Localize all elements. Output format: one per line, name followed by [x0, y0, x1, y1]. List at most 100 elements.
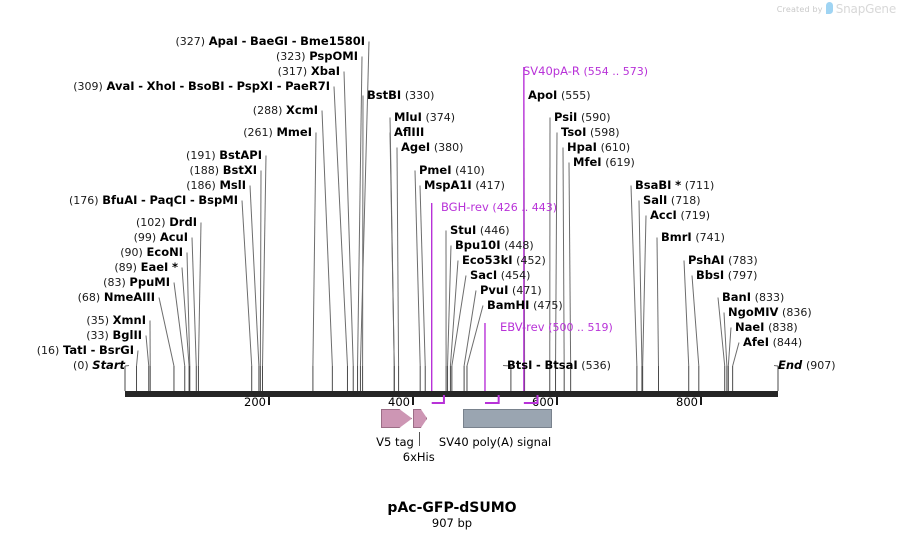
site-name: EcoNI	[146, 245, 183, 259]
site-name: MmeI	[276, 125, 312, 139]
primer-label[interactable]: SV40pA-R (554 .. 573)	[523, 65, 648, 79]
site-name: BsoBI	[187, 79, 225, 93]
restriction-site-label[interactable]: NaeI (838)	[735, 321, 798, 335]
restriction-site-label[interactable]: BanI (833)	[722, 291, 784, 305]
restriction-site-label[interactable]: BamHI (475)	[487, 299, 563, 313]
restriction-site-label[interactable]: (191) BstAPI	[186, 148, 262, 163]
restriction-site-label[interactable]: MspA1I (417)	[424, 178, 505, 193]
site-position: (475)	[533, 299, 563, 312]
site-name: PpuMI	[129, 275, 170, 289]
restriction-site-label[interactable]: (102) DrdI	[136, 216, 197, 230]
leader-line	[451, 275, 467, 367]
site-name: BtsI	[507, 358, 533, 372]
leader-line	[419, 185, 426, 367]
restriction-site-label[interactable]: (261) MmeI	[243, 125, 312, 140]
ruler-tick-label: 400	[388, 395, 410, 409]
restriction-site-label[interactable]: AccI (719)	[650, 209, 710, 223]
restriction-site-label[interactable]: AflIII	[394, 126, 424, 139]
restriction-site-label[interactable]: (90) EcoNI	[120, 245, 183, 260]
primer-name: EBV-rev	[500, 320, 545, 334]
site-position: (186)	[186, 179, 216, 192]
restriction-site-label[interactable]: BstBI (330)	[367, 89, 434, 103]
restriction-site-label[interactable]: (176) BfuAI - PaqCI - BspMI	[69, 193, 238, 208]
restriction-site-label[interactable]: (89) EaeI *	[114, 260, 178, 275]
restriction-site-label[interactable]: AgeI (380)	[401, 141, 463, 155]
site-name-separator: -	[276, 79, 282, 93]
leader-line	[241, 200, 253, 367]
feature-arrow[interactable]	[380, 409, 413, 428]
restriction-site-label[interactable]: AfeI (844)	[743, 336, 802, 350]
site-name: SalI	[643, 193, 668, 207]
restriction-site-label[interactable]: (68) NmeAIII	[78, 291, 155, 305]
site-position: (711)	[684, 179, 715, 192]
primer-range-mark	[523, 395, 539, 404]
primer-label[interactable]: BGH-rev (426 .. 443)	[441, 201, 557, 215]
restriction-site-label[interactable]: SalI (718)	[643, 193, 701, 208]
restriction-site-label[interactable]: PvuI (471)	[480, 284, 542, 298]
restriction-site-label[interactable]: PshAI (783)	[688, 254, 758, 268]
primer-label[interactable]: EBV-rev (500 .. 519)	[500, 320, 613, 335]
site-name: ApoI	[528, 88, 558, 102]
restriction-site-label[interactable]: StuI (446)	[450, 224, 510, 238]
restriction-site-label[interactable]: BmrI (741)	[661, 231, 725, 245]
site-name: PsiI	[554, 110, 578, 124]
site-name: EaeI	[140, 260, 169, 274]
site-position: (317)	[277, 65, 308, 78]
feature-label: V5 tag	[376, 435, 414, 449]
restriction-site-label[interactable]: ApoI (555)	[528, 88, 591, 103]
restriction-site-label[interactable]: (0) Start	[73, 359, 125, 373]
restriction-site-label[interactable]: (327) ApaI - BaeGI - Bme1580I	[176, 34, 366, 49]
restriction-site-label[interactable]: (323) PspOMI	[276, 50, 358, 64]
primer-range: (500 .. 519)	[548, 321, 613, 334]
restriction-site-label[interactable]: MluI (374)	[394, 110, 455, 125]
site-position: (16)	[36, 344, 60, 357]
site-position: (102)	[136, 216, 166, 229]
leader-line	[568, 162, 572, 367]
restriction-site-label[interactable]: HpaI (610)	[567, 141, 630, 155]
site-position: (452)	[516, 254, 546, 267]
restriction-site-label[interactable]: (188) BstXI	[189, 164, 257, 178]
plasmid-length: 907 bp	[431, 516, 473, 530]
site-name: MfeI	[573, 155, 602, 169]
leader-line	[630, 185, 638, 367]
restriction-site-label[interactable]: NgoMIV (836)	[728, 306, 812, 320]
restriction-site-label[interactable]: TsoI (598)	[561, 126, 620, 140]
site-name: BstAPI	[219, 148, 262, 162]
restriction-site-label[interactable]: MfeI (619)	[573, 155, 635, 170]
restriction-site-label[interactable]: (288) XcmI	[253, 104, 318, 118]
restriction-site-label[interactable]: PmeI (410)	[419, 164, 485, 178]
restriction-site-label[interactable]: SacI (454)	[470, 269, 530, 283]
restriction-site-label[interactable]: (35) XmnI	[86, 314, 146, 328]
restriction-site-label[interactable]: (186) MslI	[186, 179, 246, 193]
site-position: (309)	[73, 80, 103, 93]
restriction-site-label[interactable]: BtsI - BtsaI (536)	[507, 358, 611, 373]
site-name: MluI	[394, 110, 422, 124]
site-name: BaeGI	[250, 34, 289, 48]
restriction-site-label[interactable]: (16) TatI - BsrGI	[36, 344, 134, 358]
feature-label: 6xHis	[402, 450, 435, 464]
restriction-site-label[interactable]: (33) BglII	[86, 329, 142, 343]
primer-range: (426 .. 443)	[492, 201, 557, 214]
restriction-site-label[interactable]: (309) AvaI - XhoI - BsoBI - PspXI - PaeR…	[73, 79, 330, 94]
restriction-site-label[interactable]: (317) XbaI	[277, 65, 340, 79]
restriction-site-label[interactable]: Eco53kI (452)	[462, 254, 546, 268]
site-name: AcuI	[159, 230, 188, 244]
site-position: (176)	[69, 194, 99, 207]
restriction-site-label[interactable]: End (907)	[778, 359, 836, 373]
site-name: Bpu10I	[455, 238, 501, 252]
restriction-site-label[interactable]: BbsI (797)	[696, 269, 757, 283]
restriction-site-label[interactable]: PsiI (590)	[554, 110, 611, 125]
site-name: MspA1I	[424, 178, 472, 192]
restriction-site-label[interactable]: Bpu10I (448)	[455, 238, 534, 253]
restriction-site-label[interactable]: BsaBI * (711)	[635, 179, 715, 193]
restriction-site-label[interactable]: (99) AcuI	[134, 230, 188, 245]
restriction-site-label[interactable]: (83) PpuMI	[103, 275, 170, 290]
site-position: (783)	[728, 254, 758, 267]
leader-line	[773, 365, 779, 367]
site-name-separator: -	[141, 193, 146, 207]
feature-box[interactable]	[462, 409, 552, 428]
site-position: (446)	[479, 224, 510, 237]
site-name-separator: -	[138, 79, 143, 93]
feature-arrow[interactable]	[412, 409, 428, 428]
